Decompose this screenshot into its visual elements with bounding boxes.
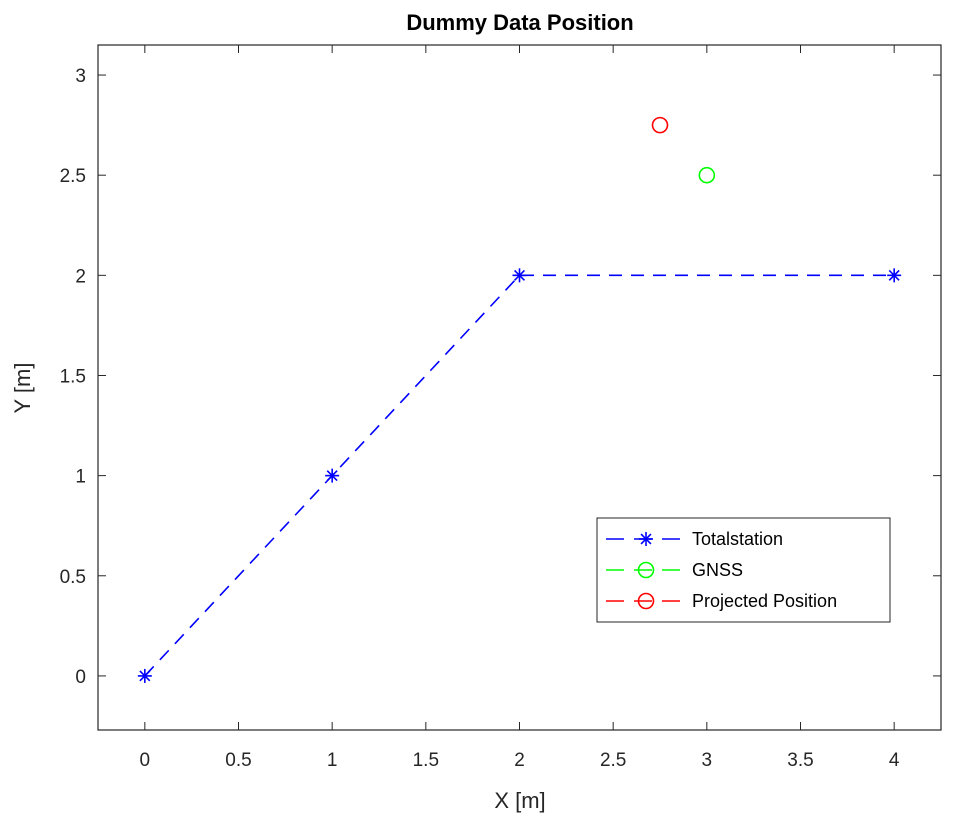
- legend-entries: Totalstation GNSS Projected Position: [606, 529, 837, 611]
- chart-title: Dummy Data Position: [406, 10, 633, 35]
- x-tick-label: 4: [889, 750, 900, 771]
- series-1: [698, 166, 716, 184]
- x-tick-label: 2.5: [600, 750, 626, 771]
- legend-label: Projected Position: [692, 591, 837, 611]
- plot-frame: [97, 44, 942, 731]
- x-tick-label: 3: [702, 750, 713, 771]
- x-tick-label: 2: [514, 750, 525, 771]
- series-0: [137, 268, 902, 683]
- series-line: [144, 274, 895, 677]
- y-axis-label: Y [m]: [10, 363, 35, 414]
- legend: Totalstation GNSS Projected Position: [596, 517, 891, 623]
- x-tick-label: 0: [140, 750, 151, 771]
- series-2: [651, 116, 669, 134]
- tick-labels: 0 0.5 1 1.5 2 2.5 3 3.5 4 0 0.5 1 1.5 2 2.5 3: [60, 66, 900, 771]
- ticks: [98, 45, 941, 730]
- y-tick-label: 2: [75, 266, 86, 287]
- plot-area: [98, 45, 941, 730]
- y-tick-label: 0.5: [60, 567, 86, 588]
- data-point: [651, 116, 669, 134]
- x-tick-label: 3.5: [787, 750, 813, 771]
- legend-marker: [639, 532, 653, 546]
- x-tick-label: 0.5: [225, 750, 251, 771]
- data-point: [325, 468, 340, 483]
- legend-entry: Projected Position: [606, 591, 837, 611]
- legend-entry: Totalstation: [606, 529, 783, 549]
- legend-marker: [637, 592, 655, 610]
- legend-label: GNSS: [692, 560, 743, 580]
- x-tick-label: 1.5: [413, 750, 439, 771]
- series-layer: [137, 116, 902, 683]
- legend-label: Totalstation: [692, 529, 783, 549]
- y-tick-label: 1.5: [60, 366, 86, 387]
- data-point: [512, 268, 527, 283]
- y-tick-label: 0: [75, 667, 86, 688]
- y-tick-label: 1: [75, 467, 86, 488]
- x-tick-label: 1: [327, 750, 338, 771]
- legend-entry: GNSS: [606, 560, 743, 580]
- data-point: [698, 166, 716, 184]
- legend-marker: [637, 561, 655, 579]
- data-point: [137, 668, 152, 683]
- x-axis-label: X [m]: [494, 788, 545, 813]
- data-point: [887, 268, 902, 283]
- y-tick-label: 2.5: [60, 166, 86, 187]
- y-tick-label: 3: [75, 66, 86, 87]
